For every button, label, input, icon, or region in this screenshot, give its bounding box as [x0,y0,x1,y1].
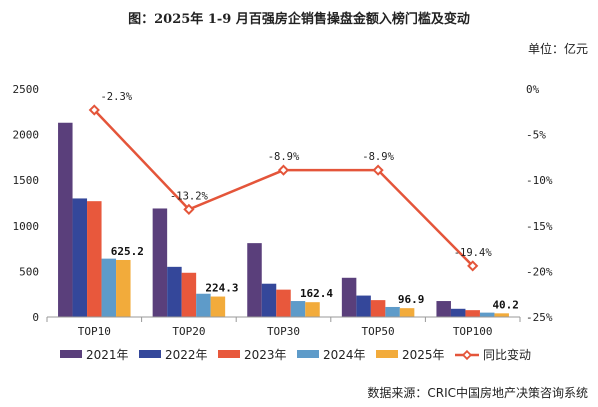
yoy-label: -8.9% [362,151,394,163]
bar [465,310,480,317]
bar-value-label: 40.2 [492,298,519,311]
right-tick-label: -5% [526,129,546,142]
bar [356,295,371,317]
bar [385,306,400,317]
legend-swatch [376,350,398,358]
legend-label: 2023年 [244,348,287,362]
legend: 2021年 2022年 2023年 2024年 2025年 同比变动 [60,347,531,362]
bar [152,208,168,317]
bar [261,283,277,317]
chart-title: 图：2025年 1-9 月百强房企销售操盘金额入榜门槛及变动 [128,12,470,27]
legend-label: 2022年 [165,348,208,362]
right-tick-label: -10% [526,174,553,187]
legend-label: 同比变动 [483,347,531,362]
bar [494,313,509,317]
yoy-marker [277,164,290,176]
bar [167,266,182,317]
right-tick-label: -25% [526,311,553,324]
legend-swatch [139,350,161,358]
yoy-marker [467,260,479,272]
bar [116,259,131,317]
bar [196,293,211,317]
bar [181,272,197,317]
left-tick-label: 2500 [13,83,40,96]
category-label: TOP100 [453,325,493,338]
bar [370,300,386,317]
source-note: 数据来源：CRIC中国房地产决策咨询系统 [367,386,588,400]
right-axis: -25% -20% -15% -10% -5% 0% [526,83,553,324]
category-axis: TOP10 TOP20 TOP30 TOP50 TOP100 [46,316,521,338]
category-label: TOP10 [78,325,111,338]
left-axis: 0 500 1000 1500 2000 2500 [13,83,40,324]
bar [399,308,415,317]
yoy-label: -8.9% [268,151,300,163]
category-label: TOP50 [362,325,395,338]
bar [305,302,320,317]
yoy-line: -2.3% -13.2% -8.9% -8.9% -19.4% [88,91,493,272]
bar-value-label: 162.4 [300,287,333,300]
bar [101,258,117,317]
right-tick-label: 0% [526,83,540,96]
bar [450,308,466,317]
legend-swatch [60,350,82,358]
bar [479,312,495,317]
legend-line-marker [461,349,473,361]
left-tick-label: 1500 [13,174,40,187]
right-tick-label: -20% [526,265,553,278]
bar [436,301,451,317]
bar [247,243,262,317]
right-tick-label: -15% [526,220,553,233]
bar [58,122,73,317]
left-tick-label: 0 [32,311,39,324]
bar-value-label: 625.2 [111,245,144,258]
yoy-marker [88,104,100,116]
unit-label: 单位：亿元 [527,42,588,56]
category-label: TOP30 [267,325,300,338]
bar [87,201,102,317]
yoy-marker [183,203,195,215]
legend-swatch [297,350,319,358]
legend-label: 2025年 [402,348,445,362]
bar [290,301,306,317]
legend-label: 2021年 [86,348,129,362]
yoy-line-path [93,109,474,267]
legend-label: 2024年 [323,348,366,362]
yoy-label: -2.3% [100,91,132,103]
bar [341,277,357,317]
yoy-label: -19.4% [454,247,493,259]
bar [276,289,291,317]
yoy-marker [372,164,384,176]
bar [210,296,226,317]
bar-value-label: 96.9 [398,293,425,306]
yoy-label: -13.2% [170,190,209,202]
bar-series: 625.2 224.3 162.4 96.9 40.2 [58,122,519,317]
bar [72,198,88,317]
bar-value-label: 224.3 [205,282,238,295]
legend-swatch [218,350,240,358]
left-tick-label: 2000 [13,129,40,142]
left-tick-label: 500 [19,265,39,278]
category-label: TOP20 [172,325,205,338]
left-tick-label: 1000 [13,220,40,233]
